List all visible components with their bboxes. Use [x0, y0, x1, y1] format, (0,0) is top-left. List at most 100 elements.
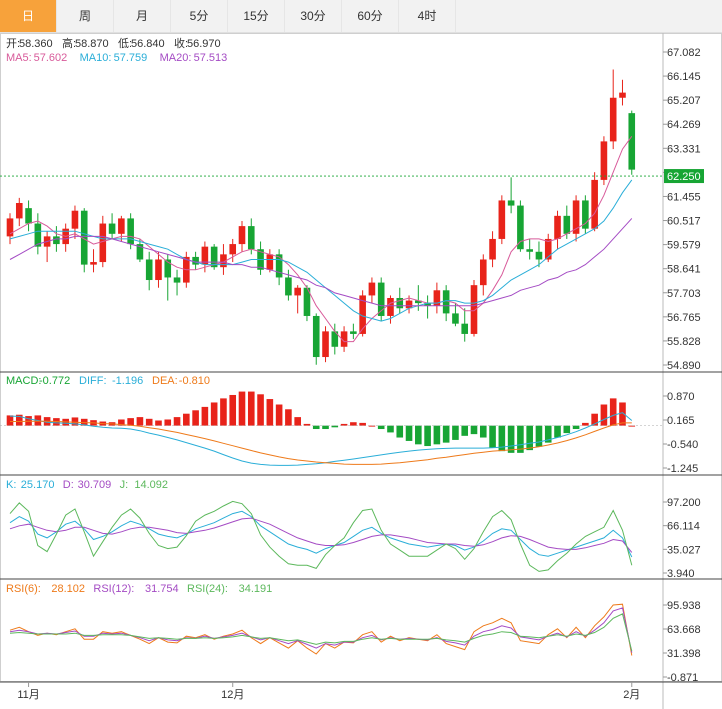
ohlc-label: 高:	[62, 36, 76, 50]
tab-0[interactable]: 日	[0, 0, 57, 32]
macd-bar	[498, 425, 506, 452]
kdj-value: 30.709	[78, 479, 112, 491]
macd-bar	[71, 417, 79, 426]
candle-body	[591, 179, 598, 229]
candle-body	[25, 208, 32, 224]
macd-bar	[461, 425, 469, 436]
candle-body	[609, 97, 617, 142]
macd-bar	[442, 425, 450, 443]
rsi-ytick-label: 95.938	[667, 600, 701, 612]
candle-body	[479, 259, 487, 286]
candle-body	[229, 244, 237, 255]
candle-body	[136, 244, 144, 260]
rsi-label: RSI(12):	[93, 583, 134, 595]
candle-body	[535, 251, 543, 260]
macd-bar	[220, 398, 227, 426]
ohlc-value: 58.870	[75, 38, 109, 50]
candle-body	[415, 300, 422, 304]
main-ytick-label: 55.828	[667, 336, 701, 348]
candle-body	[442, 290, 450, 314]
candle-body	[498, 200, 506, 239]
macd-bar	[535, 425, 543, 447]
candle-body	[322, 331, 329, 358]
x-label: 11月	[17, 689, 39, 701]
candle-body	[99, 223, 107, 263]
ohlc-value: 58.360	[19, 38, 53, 50]
candle-body	[424, 303, 431, 306]
candle-body	[331, 331, 339, 347]
macd-bar	[554, 425, 561, 438]
candle-body	[563, 215, 571, 234]
candle-body	[201, 246, 209, 265]
kdj-ytick-label: 66.114	[667, 521, 700, 533]
macd-bar	[452, 425, 459, 440]
ohlc-label: 收:	[174, 36, 188, 50]
rsi-value: 31.754	[145, 583, 179, 595]
candle-body	[127, 218, 134, 245]
main-ytick-label: 56.765	[667, 312, 701, 324]
candle-body	[303, 287, 311, 316]
candle-body	[210, 246, 218, 268]
ohlc-label: 低:	[118, 37, 132, 50]
main-ytick-label: 61.455	[667, 191, 701, 203]
macd-bar	[322, 425, 329, 430]
candle-body	[173, 277, 181, 283]
candle-body	[108, 223, 116, 234]
macd-ytick-label: -0.540	[667, 439, 698, 451]
candle-body	[192, 256, 199, 265]
macd-bar	[517, 425, 524, 453]
ma-value: 57.602	[34, 52, 68, 64]
macd-bar	[127, 418, 134, 426]
macd-bar	[201, 406, 209, 426]
ohlc-value: 56.970	[187, 38, 221, 50]
macd-label: DIFF:	[79, 375, 107, 387]
ma-value: 57.759	[114, 52, 148, 64]
candle-body	[34, 223, 42, 247]
macd-value: -1.196	[112, 375, 143, 387]
macd-bar	[118, 419, 125, 426]
macd-bar	[275, 404, 283, 426]
rsi-label: RSI(24):	[187, 583, 228, 595]
kdj-ytick-label: 35.027	[667, 544, 701, 556]
macd-bar	[424, 425, 431, 447]
macd-bar	[489, 425, 496, 448]
kdj-ytick-label: 3.940	[667, 568, 695, 580]
main-ytick-label: 54.890	[667, 360, 701, 372]
candle-body	[15, 203, 23, 219]
macd-bar	[526, 425, 533, 451]
tab-6[interactable]: 60分	[342, 0, 399, 32]
candle-body	[433, 290, 441, 306]
macd-bar	[173, 417, 181, 426]
tab-7[interactable]: 4时	[399, 0, 456, 32]
tab-5[interactable]: 30分	[285, 0, 342, 32]
macd-bar	[507, 425, 515, 453]
d-line	[9, 517, 633, 553]
candle-body	[600, 141, 608, 180]
tab-1[interactable]: 周	[57, 0, 114, 32]
macd-bar	[155, 420, 162, 426]
main-ytick-label: 60.517	[667, 216, 701, 228]
tab-3[interactable]: 5分	[171, 0, 228, 32]
main-ytick-label: 64.269	[667, 119, 701, 131]
macd-value: -0.772	[39, 375, 70, 387]
ma-label: MA20:	[160, 52, 192, 64]
candle-body	[544, 238, 552, 260]
candle-body	[340, 331, 348, 347]
macd-bar	[359, 422, 366, 426]
macd-bar	[572, 425, 580, 430]
ma20-line	[9, 218, 633, 307]
macd-bar	[368, 425, 376, 427]
macd-bar	[303, 423, 311, 426]
main-ytick-label: 59.579	[667, 240, 701, 252]
tab-2[interactable]: 月	[114, 0, 171, 32]
ma-value: 57.513	[194, 52, 228, 64]
macd-bar	[609, 398, 617, 426]
kdj-value: 25.170	[21, 479, 55, 491]
macd-bar	[350, 422, 357, 426]
macd-bar	[210, 402, 218, 426]
candle-body	[507, 200, 515, 206]
candle-body	[80, 210, 88, 265]
tab-4[interactable]: 15分	[228, 0, 285, 32]
dea-line	[10, 420, 632, 465]
macd-bar	[396, 425, 404, 438]
